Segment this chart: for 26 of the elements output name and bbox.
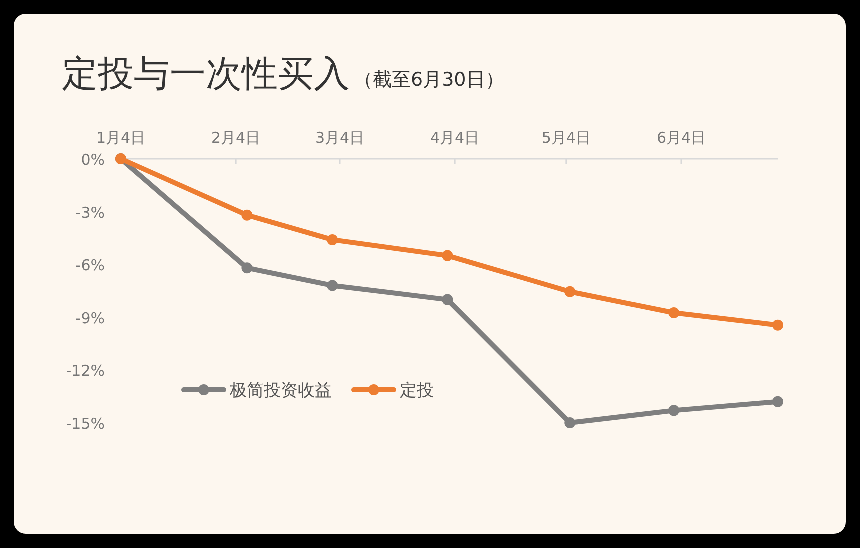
point — [327, 280, 338, 292]
point — [772, 320, 784, 331]
point — [442, 250, 454, 262]
y-tick-label: 0% — [81, 151, 105, 169]
point — [442, 294, 454, 306]
x-tick-label: 4月4日 — [430, 129, 480, 147]
point — [327, 234, 338, 246]
y-tick-label: -9% — [76, 309, 105, 328]
y-tick-label: -3% — [76, 204, 105, 222]
y-tick-label: -6% — [76, 256, 105, 275]
point — [668, 405, 680, 416]
point — [772, 396, 784, 408]
point — [564, 286, 576, 298]
x-tick-label: 1月4日 — [96, 129, 146, 147]
point — [668, 308, 680, 318]
point — [564, 418, 576, 428]
legend-label: 极简投资收益 — [229, 381, 332, 401]
x-tick-label: 3月4日 — [315, 129, 365, 147]
chart-title: 定投与一次性买入 — [62, 54, 350, 95]
legend-label: 定投 — [400, 381, 434, 401]
x-tick-label: 6月4日 — [656, 129, 706, 147]
x-tick-label: 2月4日 — [212, 129, 261, 147]
y-tick-label: -12% — [66, 362, 105, 380]
y-tick-label: -15% — [66, 415, 105, 433]
x-tick-label: 5月4日 — [542, 129, 591, 147]
chart-subtitle: （截至6月30日） — [354, 69, 504, 91]
